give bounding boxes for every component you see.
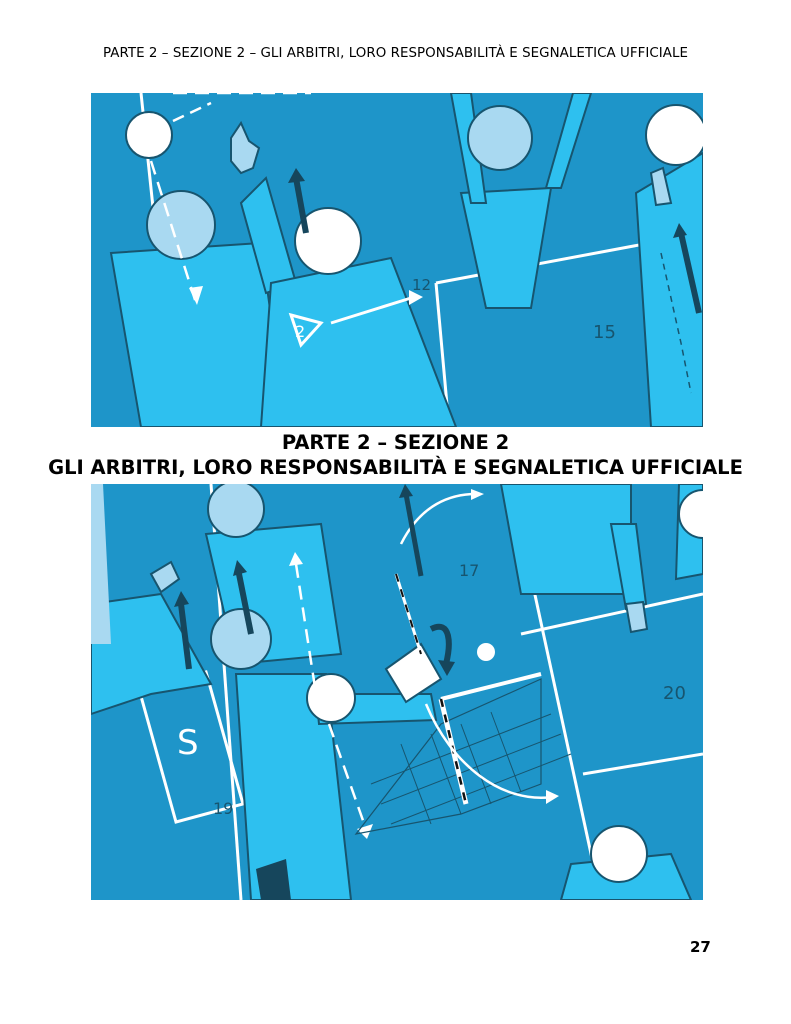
position-19-label: 19 <box>213 799 233 818</box>
referee-signals-illustration-bottom: S 19 <box>91 484 703 900</box>
substitution-zone-label: S <box>177 723 199 763</box>
position-20-label: 20 <box>663 683 686 704</box>
section-title-line-2: GLI ARBITRI, LORO RESPONSABILITÀ E SEGNA… <box>48 456 743 479</box>
page-number: 27 <box>690 938 711 956</box>
referee-signals-illustration-top: 2 12 15 <box>91 93 703 427</box>
position-2-label: 2 <box>295 322 305 341</box>
section-title-line-1: PARTE 2 – SEZIONE 2 <box>281 431 510 454</box>
position-12-label: 12 <box>412 276 431 294</box>
running-header: PARTE 2 – SEZIONE 2 – GLI ARBITRI, LORO … <box>102 46 689 61</box>
position-17-label: 17 <box>459 561 479 580</box>
position-15-label: 15 <box>593 322 616 343</box>
